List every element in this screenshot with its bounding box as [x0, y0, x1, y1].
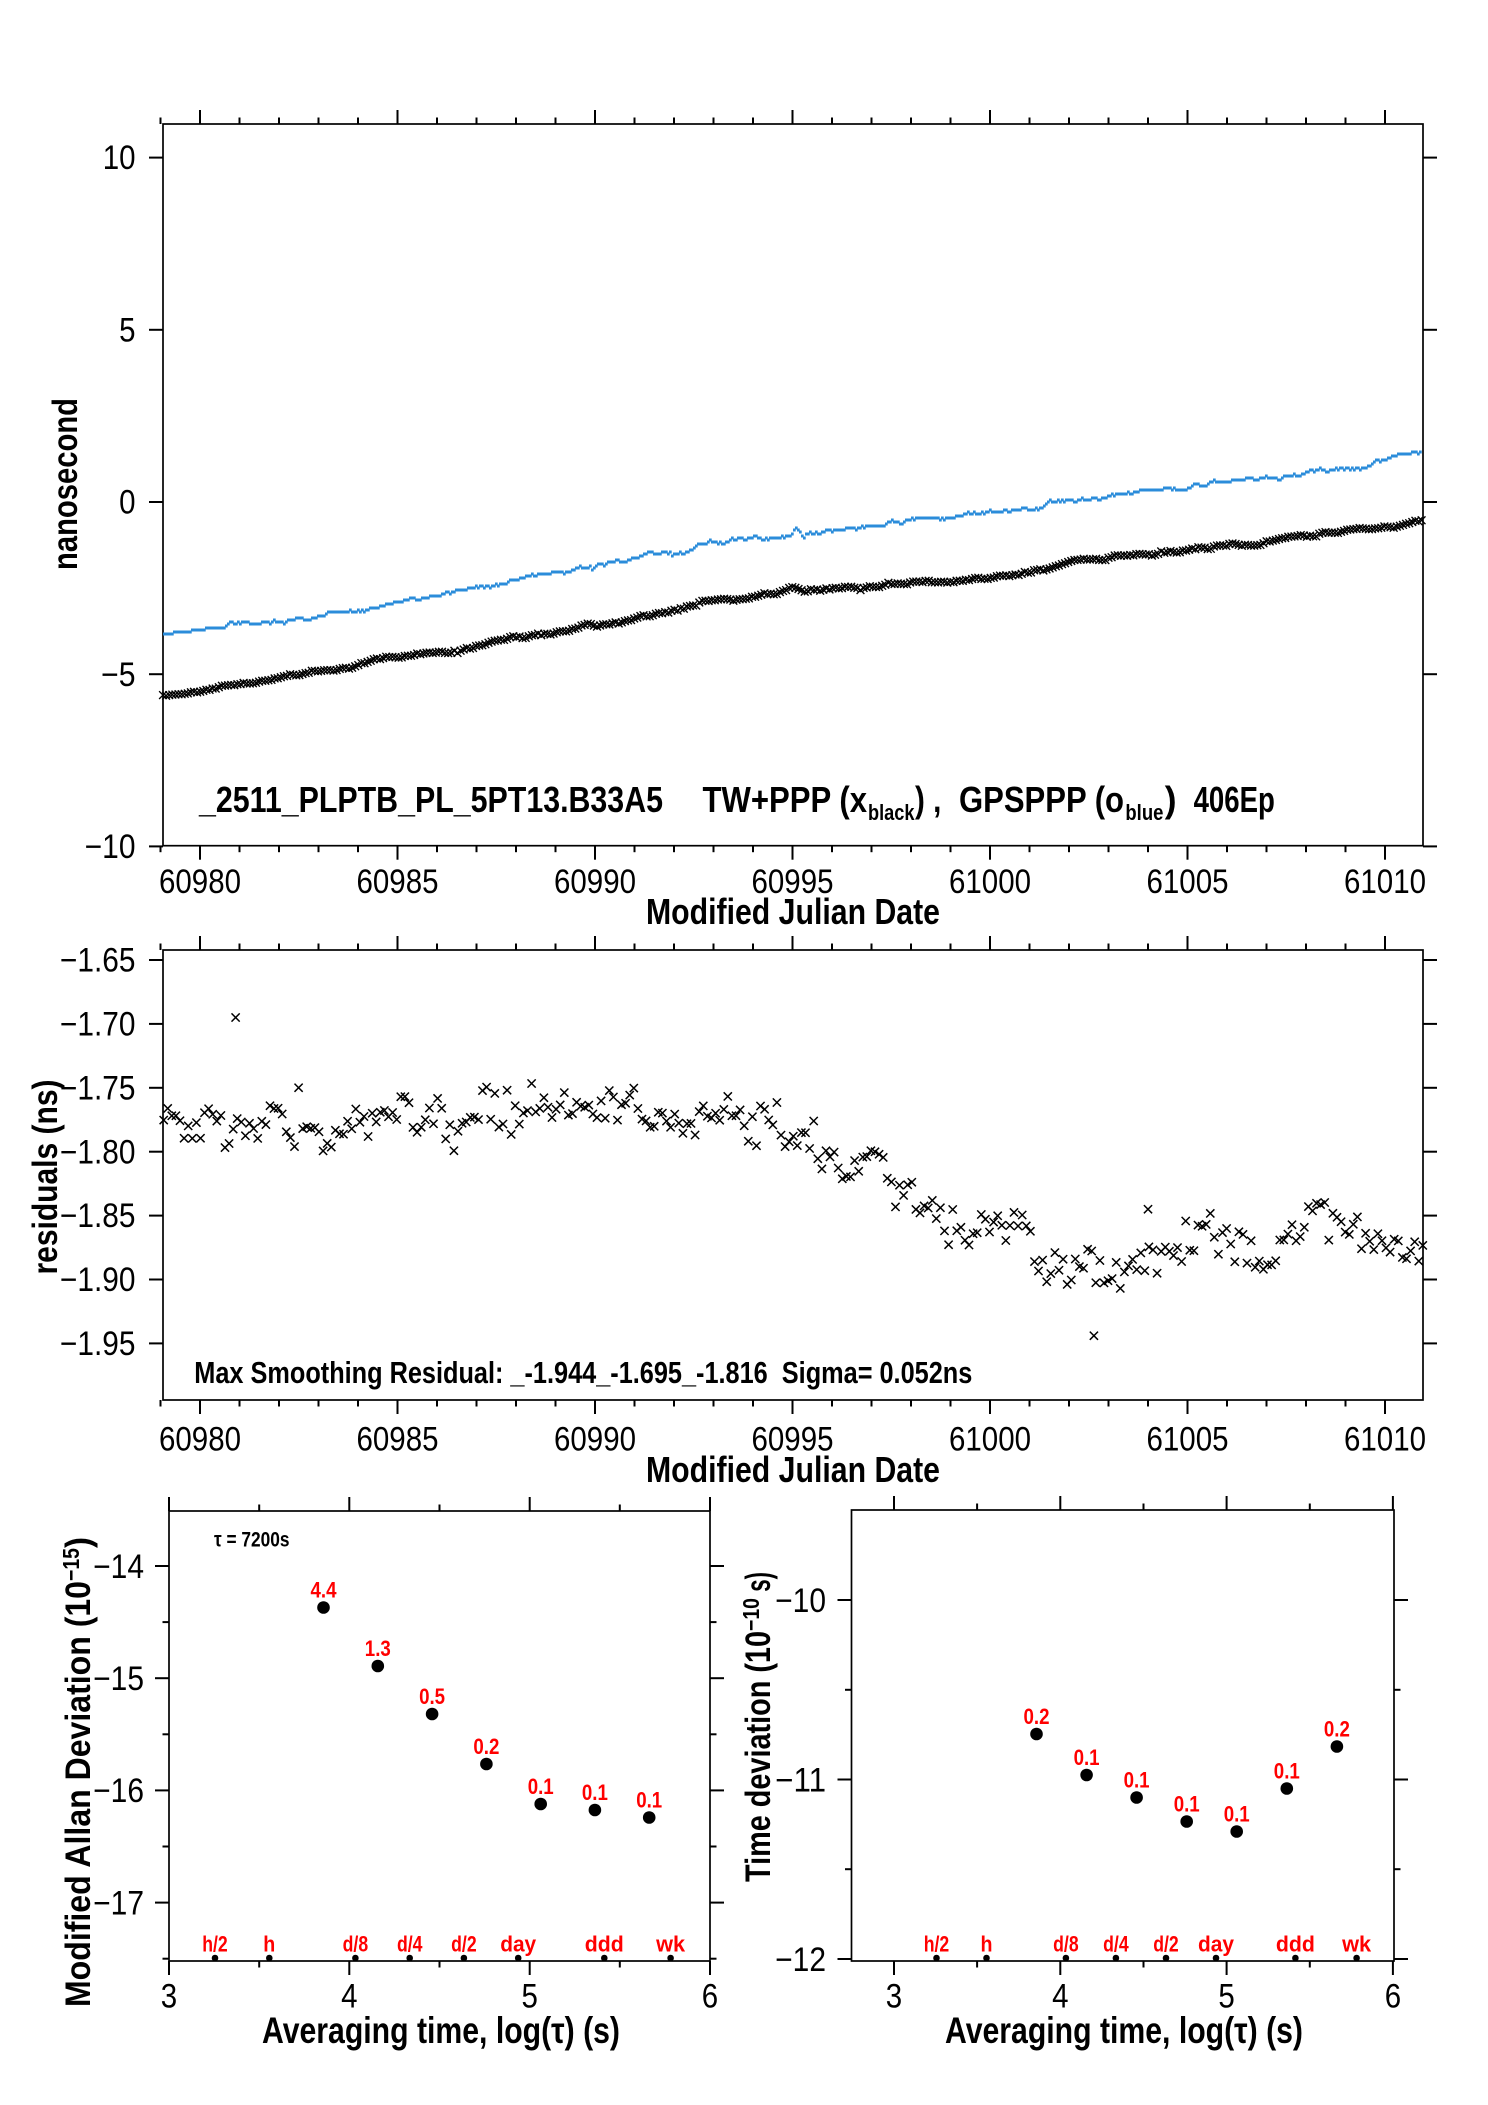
svg-text:d/4: d/4 [1103, 1932, 1129, 1957]
svg-text:nanosecond: nanosecond [46, 398, 85, 570]
svg-text:5: 5 [119, 311, 135, 349]
svg-text:−5: −5 [101, 656, 135, 694]
svg-text:−10: −10 [738, 1598, 764, 1631]
svg-text:406Ep: 406Ep [1194, 779, 1275, 820]
svg-text:−1.85: −1.85 [60, 1197, 136, 1235]
svg-text:61005: 61005 [1147, 1421, 1229, 1459]
svg-text:wk: wk [1341, 1932, 1372, 1957]
svg-text:60980: 60980 [159, 1421, 241, 1459]
svg-text:0.2: 0.2 [1024, 1704, 1050, 1729]
svg-text:1.3: 1.3 [365, 1636, 391, 1661]
svg-text:0.1: 0.1 [1274, 1759, 1300, 1784]
svg-text:6: 6 [702, 1978, 718, 2016]
svg-text:d/2: d/2 [1153, 1932, 1179, 1957]
svg-text:s): s) [739, 1572, 778, 1598]
svg-text:0.1: 0.1 [1174, 1792, 1200, 1817]
svg-text:Modified Allan Deviation (10: Modified Allan Deviation (10 [59, 1581, 98, 2007]
svg-text:Max Smoothing Residual: _-1.94: Max Smoothing Residual: _-1.944_-1.695_-… [194, 1355, 972, 1390]
svg-text:black: black [868, 800, 915, 825]
svg-text:d/8: d/8 [343, 1932, 369, 1957]
svg-text:4.4: 4.4 [311, 1578, 338, 1603]
svg-text:−1.95: −1.95 [60, 1325, 136, 1363]
svg-text:TW+PPP (x: TW+PPP (x [703, 779, 868, 820]
svg-text:−16: −16 [93, 1772, 144, 1810]
svg-text:d/8: d/8 [1053, 1932, 1079, 1957]
svg-text:4: 4 [341, 1978, 357, 2016]
svg-text:h: h [981, 1932, 993, 1957]
svg-text:60980: 60980 [159, 863, 241, 901]
svg-text:61000: 61000 [949, 1421, 1031, 1459]
svg-text:_2511_PLPTB_PL_5PT13.B33A5: _2511_PLPTB_PL_5PT13.B33A5 [198, 779, 663, 820]
svg-text:61010: 61010 [1344, 1421, 1426, 1459]
svg-text:60990: 60990 [554, 1421, 636, 1459]
svg-text:−1.90: −1.90 [60, 1261, 136, 1299]
svg-text:h: h [263, 1932, 275, 1957]
svg-text:−1.65: −1.65 [60, 942, 136, 980]
svg-text:h/2: h/2 [924, 1932, 950, 1957]
svg-text:0.1: 0.1 [1124, 1768, 1150, 1793]
svg-text:−10: −10 [775, 1582, 826, 1620]
svg-text:5: 5 [1218, 1978, 1234, 2016]
svg-text:ddd: ddd [585, 1932, 624, 1957]
svg-text:0.5: 0.5 [419, 1684, 445, 1709]
svg-text:Averaging time, log(τ) (s): Averaging time, log(τ) (s) [945, 2010, 1303, 2051]
svg-text:ddd: ddd [1276, 1932, 1315, 1957]
svg-text:d/4: d/4 [397, 1932, 423, 1957]
svg-text:τ = 7200s: τ = 7200s [214, 1529, 290, 1552]
svg-text:0.1: 0.1 [636, 1788, 662, 1813]
svg-text:0: 0 [119, 484, 135, 522]
svg-text:): ) [59, 1537, 98, 1548]
svg-text:Averaging time, log(τ) (s): Averaging time, log(τ) (s) [262, 2010, 620, 2051]
svg-text:4: 4 [1052, 1978, 1068, 2016]
svg-text:0.1: 0.1 [1224, 1802, 1250, 1827]
svg-text:Time deviation (10: Time deviation (10 [739, 1631, 778, 1882]
svg-text:−11: −11 [775, 1761, 826, 1799]
svg-text:−1.70: −1.70 [60, 1006, 136, 1044]
svg-text:blue: blue [1125, 800, 1163, 825]
svg-text:h/2: h/2 [202, 1932, 228, 1957]
svg-text:GPSPPP (o: GPSPPP (o [959, 779, 1124, 820]
svg-text:wk: wk [655, 1932, 686, 1957]
svg-text:61000: 61000 [949, 863, 1031, 901]
svg-text:6: 6 [1385, 1978, 1401, 2016]
svg-text:Modified Julian Date: Modified Julian Date [646, 1449, 940, 1490]
svg-text:−17: −17 [93, 1884, 144, 1922]
svg-text:60985: 60985 [357, 863, 439, 901]
svg-text:−15: −15 [58, 1548, 84, 1581]
svg-text:0.1: 0.1 [528, 1774, 554, 1799]
svg-text:−15: −15 [93, 1660, 144, 1698]
svg-text:day: day [500, 1932, 537, 1957]
svg-text:60995: 60995 [752, 863, 834, 901]
svg-text:0.2: 0.2 [473, 1734, 499, 1759]
svg-text:−1.80: −1.80 [60, 1133, 136, 1171]
svg-text:day: day [1198, 1932, 1235, 1957]
svg-text:60990: 60990 [554, 863, 636, 901]
svg-text:residuals (ns): residuals (ns) [26, 1080, 65, 1275]
svg-text:3: 3 [886, 1978, 902, 2016]
svg-text:0.2: 0.2 [1324, 1717, 1350, 1742]
svg-text:10: 10 [103, 139, 136, 177]
svg-text:61005: 61005 [1147, 863, 1229, 901]
svg-text:): ) [1165, 779, 1177, 820]
svg-text:60995: 60995 [752, 1421, 834, 1459]
svg-text:−1.75: −1.75 [60, 1069, 136, 1107]
svg-text:−12: −12 [775, 1941, 826, 1979]
svg-text:) ,: ) , [915, 779, 941, 820]
svg-text:61010: 61010 [1344, 863, 1426, 901]
svg-text:−10: −10 [85, 828, 136, 866]
svg-text:5: 5 [522, 1978, 538, 2016]
svg-text:−14: −14 [93, 1548, 144, 1586]
svg-text:0.1: 0.1 [582, 1780, 608, 1805]
svg-text:Modified Julian Date: Modified Julian Date [646, 891, 940, 932]
svg-text:d/2: d/2 [451, 1932, 477, 1957]
svg-text:3: 3 [161, 1978, 177, 2016]
svg-text:0.1: 0.1 [1074, 1745, 1100, 1770]
svg-text:60985: 60985 [357, 1421, 439, 1459]
